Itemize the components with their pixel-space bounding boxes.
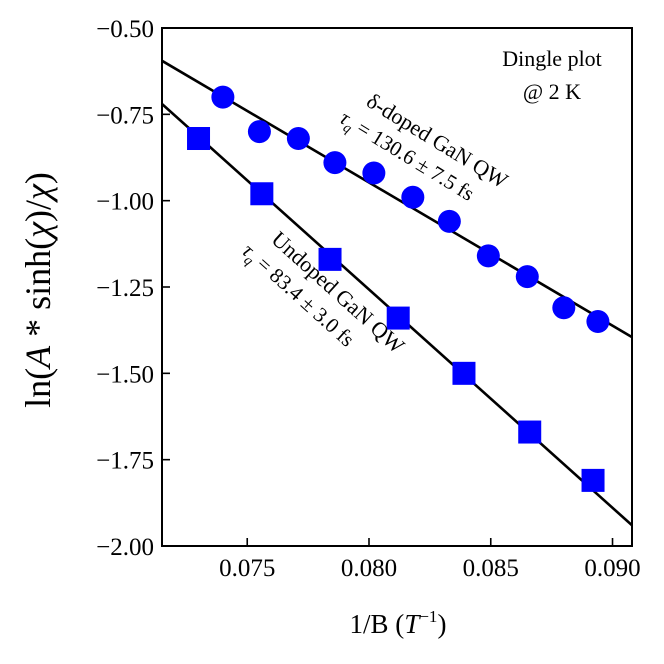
undoped-point xyxy=(386,306,410,330)
undoped-point xyxy=(318,247,342,271)
y-axis-title-text: ln(A * sinh(χ)/χ) xyxy=(18,172,58,408)
y-tick-label: −2.00 xyxy=(96,534,154,561)
data-markers xyxy=(187,85,610,492)
x-tick-label: 0.075 xyxy=(219,555,275,582)
plot-frame xyxy=(161,27,633,547)
x-tick-label: 0.085 xyxy=(463,555,519,582)
y-axis-title: ln(A * sinh(χ)/χ) xyxy=(18,172,58,408)
y-tick-label: −0.75 xyxy=(96,102,154,129)
y-tick-label: −1.50 xyxy=(96,361,154,388)
delta-doped-point xyxy=(323,151,347,175)
dingle-plot-label: Dingle plot xyxy=(502,46,602,71)
x-axis-title: 1/B (T−1) xyxy=(350,607,447,639)
delta-doped-point xyxy=(401,185,425,209)
y-tick-label: −1.00 xyxy=(96,189,154,216)
delta-doped-point xyxy=(286,127,310,151)
delta-doped-point xyxy=(437,209,461,233)
fit-lines xyxy=(162,59,632,527)
delta-doped-point xyxy=(476,244,500,268)
x-tick-label: 0.080 xyxy=(341,555,397,582)
undoped-point xyxy=(250,182,274,206)
delta-doped-point xyxy=(515,265,539,289)
temperature-label: @ 2 K xyxy=(523,79,581,104)
delta-doped-point xyxy=(247,120,271,144)
delta-doped-point xyxy=(211,85,235,109)
undoped-point xyxy=(518,420,542,444)
undoped-point xyxy=(581,468,605,492)
delta-doped-point xyxy=(586,310,610,334)
undoped-point xyxy=(187,127,211,151)
y-axis-ticks: −2.00 −1.75 −1.50 −1.25 −1.00 −0.75 −0.50 xyxy=(96,16,170,561)
y-tick-label: −1.75 xyxy=(96,448,154,475)
undoped-point xyxy=(452,361,476,385)
delta-doped-point xyxy=(552,296,576,320)
x-axis-ticks: 0.075 0.080 0.085 0.090 xyxy=(219,538,641,582)
delta-doped-point xyxy=(362,161,386,185)
x-tick-label: 0.090 xyxy=(584,555,640,582)
undoped-annotation: Undoped GaN QW τq = 83.4 ± 3.0 fs xyxy=(238,226,410,358)
y-tick-label: −0.50 xyxy=(96,16,154,43)
y-tick-label: −1.25 xyxy=(96,275,154,302)
delta-doped-fit-line xyxy=(162,59,632,339)
